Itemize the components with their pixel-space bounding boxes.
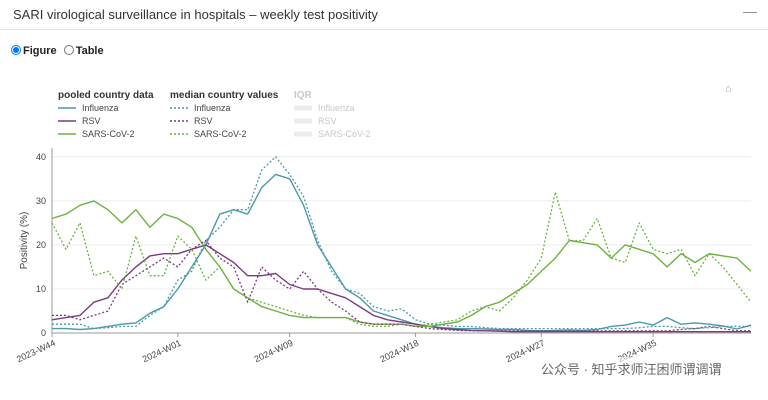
legend-item-label: Influenza	[194, 103, 231, 113]
y-tick-label: 10	[36, 284, 46, 294]
legend-item-label: RSV	[194, 116, 213, 126]
figure-option-label: Figure	[23, 45, 57, 57]
series-lines	[51, 156, 752, 333]
influenza-pooled-line	[52, 173, 752, 332]
y-tick-label: 20	[36, 240, 46, 250]
x-tick-label: 2024-W09	[253, 338, 295, 365]
table-option-label: Table	[75, 45, 104, 57]
sars-cov-2-median-line	[51, 191, 752, 328]
rsv-pooled-line	[51, 244, 751, 333]
panel-title: SARI virological surveillance in hospita…	[13, 7, 378, 22]
table-option[interactable]: Table	[63, 45, 104, 57]
panel-header: SARI virological surveillance in hospita…	[0, 0, 768, 30]
influenza-median-line	[52, 156, 751, 330]
legend-item-label: RSV	[318, 116, 337, 126]
y-axis-label: Positivity (%)	[19, 212, 30, 270]
y-tick-label: 0	[41, 328, 46, 338]
x-tick-label: 2024-W01	[141, 338, 183, 365]
legend-item-label: SARS-CoV-2	[194, 129, 247, 139]
x-tick-label: 2024-W18	[378, 338, 420, 365]
figure-radio[interactable]	[11, 45, 21, 55]
y-tick-label: 30	[36, 196, 46, 206]
legend-group-title: pooled country data	[58, 90, 154, 101]
figure-option[interactable]: Figure	[11, 45, 57, 57]
legend: pooled country data Influenza RSV SARS-CoV-…	[58, 90, 371, 139]
home-icon[interactable]: ⌂	[725, 83, 732, 95]
legend-group-title: median country values	[170, 90, 279, 101]
y-gridlines	[52, 156, 751, 334]
minimize-icon[interactable]: —	[743, 3, 757, 19]
legend-item-label: SARS-CoV-2	[318, 129, 371, 139]
table-radio[interactable]	[63, 45, 74, 55]
rsv-median-line	[52, 239, 751, 332]
legend-group-title: IQR	[294, 90, 313, 101]
legend-item-label: Influenza	[82, 103, 119, 113]
x-tick-label: 2023-W44	[15, 338, 57, 365]
legend-item-label: RSV	[82, 116, 101, 126]
legend-item-label: SARS-CoV-2	[82, 129, 135, 139]
y-tick-label: 40	[36, 152, 46, 162]
sars-cov-2-pooled-line	[51, 200, 752, 328]
watermark: 公众号 · 知乎求师汪困师谓调谓	[537, 357, 726, 380]
legend-item-label: Influenza	[318, 103, 355, 113]
view-toggle: Figure Table	[11, 45, 108, 57]
